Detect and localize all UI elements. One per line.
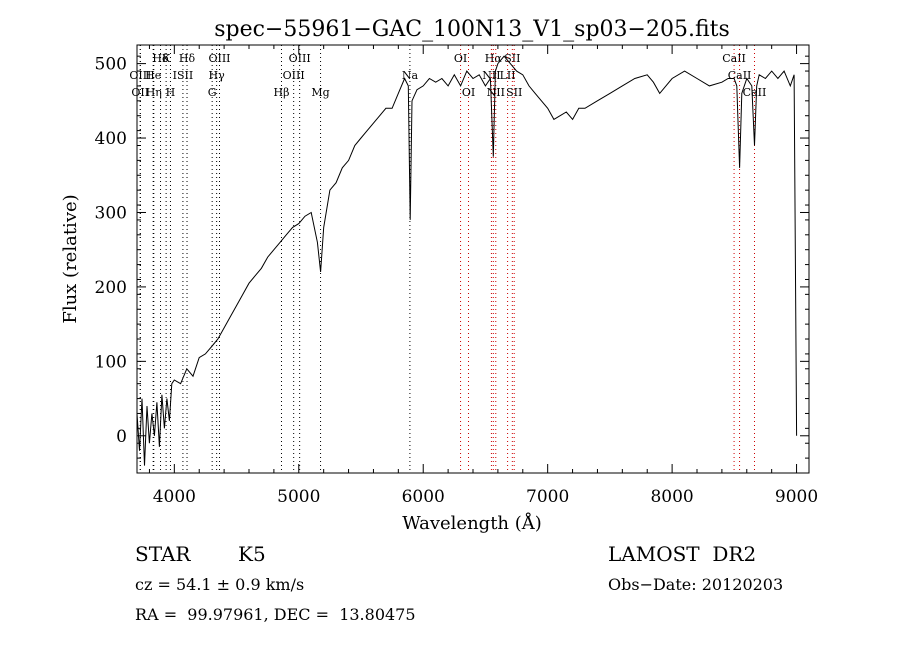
spectral-line-label: OI [454, 52, 467, 65]
spectral-line-label: CaII [743, 86, 767, 99]
y-tick-label: 200 [95, 278, 127, 298]
y-axis-label: Flux (relative) [60, 194, 81, 323]
y-tick-label: 0 [116, 427, 127, 447]
spectral-line-label: Hη [146, 86, 162, 99]
spectral-line-label: ISII [173, 69, 194, 82]
x-tick-label: 4000 [153, 487, 196, 507]
spectral-line-label: NII [482, 69, 500, 82]
chart-title: spec−55961−GAC_100N13_V1_sp03−205.fits [214, 17, 730, 42]
spectral-line-label: Na [402, 69, 419, 82]
coordinates: RA = 99.97961, DEC = 13.80475 [135, 605, 416, 624]
x-tick-label: 8000 [650, 487, 693, 507]
spectral-line-label: LII [500, 69, 516, 82]
plot-frame [136, 44, 810, 474]
observation-date: Obs−Date: 20120203 [608, 575, 784, 594]
x-tick-label: 9000 [775, 487, 818, 507]
spectral-line-label: He [145, 69, 161, 82]
object-class: STAR [135, 542, 191, 566]
spectral-line-label: CaII [722, 52, 746, 65]
spectral-line-label: OII [131, 86, 149, 99]
x-tick-label: 7000 [526, 487, 569, 507]
y-tick-label: 100 [95, 352, 127, 372]
spectral-line-label: Hβ [274, 86, 290, 99]
redshift-value: cz = 54.1 ± 0.9 km/s [135, 575, 305, 594]
spectral-line-label: Hδ [152, 52, 169, 65]
y-axis-ticks: 0 100 200 300 400 500 [95, 55, 809, 474]
spectral-line-label: OIII [129, 69, 151, 82]
spectral-line-label: K [162, 52, 171, 65]
spectral-line-label: G [208, 86, 217, 99]
spectral-line-label: OIII [283, 69, 305, 82]
x-axis-label: Wavelength (Å) [402, 512, 542, 534]
spectral-line-label: Hδ [179, 52, 196, 65]
spectral-line-label: OIII [289, 52, 311, 65]
spectral-line-label: Hα [485, 52, 503, 65]
spectral-line-label: OIII [208, 52, 230, 65]
spectral-line-label: NII [487, 86, 505, 99]
spectral-line-label: SII [506, 86, 522, 99]
y-tick-label: 500 [95, 55, 127, 75]
object-subclass: K5 [238, 542, 266, 566]
y-tick-label: 300 [95, 203, 127, 223]
spectral-line-label: Mg [311, 86, 329, 99]
spectral-line-label: H [166, 86, 176, 99]
spectral-line-label: Hγ [209, 69, 226, 82]
x-tick-label: 5000 [277, 487, 320, 507]
spectral-line-label: OI [462, 86, 475, 99]
survey-name: LAMOST DR2 [608, 542, 757, 566]
x-axis-ticks: 4000 5000 6000 7000 8000 9000 [148, 45, 818, 507]
spectrum-line [136, 55, 798, 466]
y-tick-label: 400 [95, 129, 127, 149]
x-tick-label: 6000 [402, 487, 445, 507]
